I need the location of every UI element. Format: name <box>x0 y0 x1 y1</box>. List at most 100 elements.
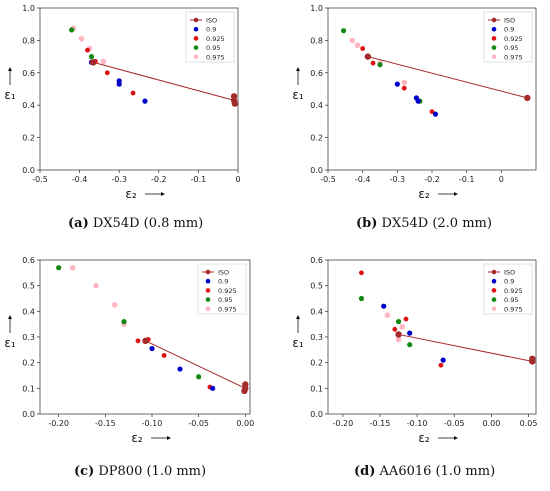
point-0_9 <box>177 366 183 372</box>
y-tick-label: 0.6 <box>22 69 35 78</box>
legend-label: 0.9 <box>206 26 216 34</box>
x-tick-label: -0.10 <box>142 419 163 428</box>
iso-line <box>398 333 533 362</box>
point-ISO <box>242 381 249 388</box>
caption-c: (c) DP800 (1.0 mm) <box>74 464 207 479</box>
point-0_9 <box>210 385 216 391</box>
legend-label: 0.9 <box>218 278 228 286</box>
legend-label: 0.9 <box>504 278 514 286</box>
y-tick-label: 0.8 <box>22 36 35 45</box>
legend-marker <box>491 306 497 312</box>
iso-line <box>92 61 235 101</box>
point-0_9 <box>407 330 413 336</box>
y-tick-label: 0.4 <box>310 307 323 316</box>
point-0_975 <box>78 35 85 42</box>
y-axis-arrowhead <box>296 67 300 71</box>
x-tick-label: 0.00 <box>483 419 501 428</box>
legend-marker <box>491 269 497 275</box>
y-tick-label: 0.0 <box>310 166 323 175</box>
legend-label: 0.975 <box>504 53 523 61</box>
y-tick-label: 0.0 <box>22 410 35 419</box>
legend-label: ISO <box>504 269 515 277</box>
legend-marker <box>193 17 199 23</box>
x-tick-label: -0.10 <box>407 419 428 428</box>
x-tick-label: -0.2 <box>151 175 167 184</box>
x-tick-label: -0.20 <box>48 419 69 428</box>
point-ISO <box>89 59 97 66</box>
point-0_925 <box>359 270 364 276</box>
point-0_975 <box>349 37 356 44</box>
legend-label: 0.925 <box>504 35 523 43</box>
legend-marker <box>491 297 497 302</box>
point-0_95 <box>69 27 75 33</box>
point-0_925 <box>85 47 90 53</box>
y-tick-label: 0.4 <box>22 307 35 316</box>
y-tick-label: 0.6 <box>310 256 323 265</box>
legend-label: 0.975 <box>218 305 237 313</box>
y-tick-label: 0.2 <box>22 359 35 368</box>
legend-marker <box>491 278 497 284</box>
point-0_925 <box>392 326 398 332</box>
point-0_9 <box>116 81 122 87</box>
y-tick-label: 0.5 <box>310 282 323 291</box>
x-axis-arrowhead <box>167 436 171 440</box>
x-tick-label: -0.5 <box>320 175 336 184</box>
chart-panel-c: -0.20 -0.15 -0.10 -0.05 0.00 0.0 0.1 0.2 0.3 0.4 0… <box>4 256 254 445</box>
legend-marker <box>205 269 211 275</box>
legend-label: 0.95 <box>504 44 518 52</box>
y-tick-label: 0.3 <box>22 333 35 342</box>
legend-marker <box>491 288 497 293</box>
point-0_925 <box>135 338 141 344</box>
point-0_975 <box>401 79 408 86</box>
point-0_9 <box>381 303 387 309</box>
x-tick-label: -0.4 <box>72 175 88 184</box>
x-tick-label: 0.05 <box>520 419 538 428</box>
x-axis-arrowhead <box>161 192 165 196</box>
point-0_975 <box>354 42 361 49</box>
legend-marker <box>491 45 497 50</box>
x-tick-label: -0.05 <box>188 419 209 428</box>
iso-line <box>367 56 528 99</box>
y-axis-label: ε₁ <box>292 88 303 102</box>
plot-frame <box>39 7 239 171</box>
y-tick-label: 0.2 <box>22 134 35 143</box>
y-tick-label: 0.4 <box>310 101 323 110</box>
point-ISO <box>142 337 149 345</box>
y-tick-label: 0.6 <box>310 69 323 78</box>
point-0_95 <box>395 319 402 325</box>
x-tick-label: 0 <box>235 175 240 184</box>
legend-marker <box>205 297 211 302</box>
point-ISO <box>241 387 248 395</box>
chart-panel-b: -0.5 -0.4 -0.3 -0.2 -0.1 0 0.0 0.2 0.4 0.6 0.8 1.0 ε… <box>292 4 537 201</box>
point-0_925 <box>130 90 136 96</box>
y-tick-label: 1.0 <box>310 4 323 13</box>
y-tick-label: 0.2 <box>310 359 323 368</box>
point-0_9 <box>432 111 439 117</box>
legend-label: 0.95 <box>504 296 518 304</box>
caption-b: (b) DX54D (2.0 mm) <box>356 216 492 231</box>
point-0_925 <box>360 46 366 51</box>
caption-a: (a) DX54D (0.8 mm) <box>68 216 204 231</box>
point-0_925 <box>104 70 110 76</box>
legend-marker <box>205 306 211 312</box>
x-axis-label: ε₂ <box>418 431 429 445</box>
legend-label: 0.95 <box>218 296 232 304</box>
legend-marker <box>491 36 497 41</box>
point-0_925 <box>370 60 376 66</box>
y-axis-arrowhead <box>8 67 12 71</box>
point-0_975 <box>69 264 76 271</box>
point-0_95 <box>88 54 95 60</box>
legend-label: ISO <box>504 17 515 25</box>
point-0_95 <box>196 374 202 380</box>
x-tick-label: -0.1 <box>191 175 207 184</box>
y-tick-label: 0.0 <box>310 410 323 419</box>
point-0_9 <box>394 81 400 87</box>
point-ISO <box>395 331 402 338</box>
point-0_95 <box>56 265 62 271</box>
point-0_925 <box>438 362 444 368</box>
point-0_9 <box>149 345 155 352</box>
point-0_95 <box>377 62 383 68</box>
legend-marker <box>491 17 497 23</box>
x-tick-label: -0.15 <box>370 419 391 428</box>
